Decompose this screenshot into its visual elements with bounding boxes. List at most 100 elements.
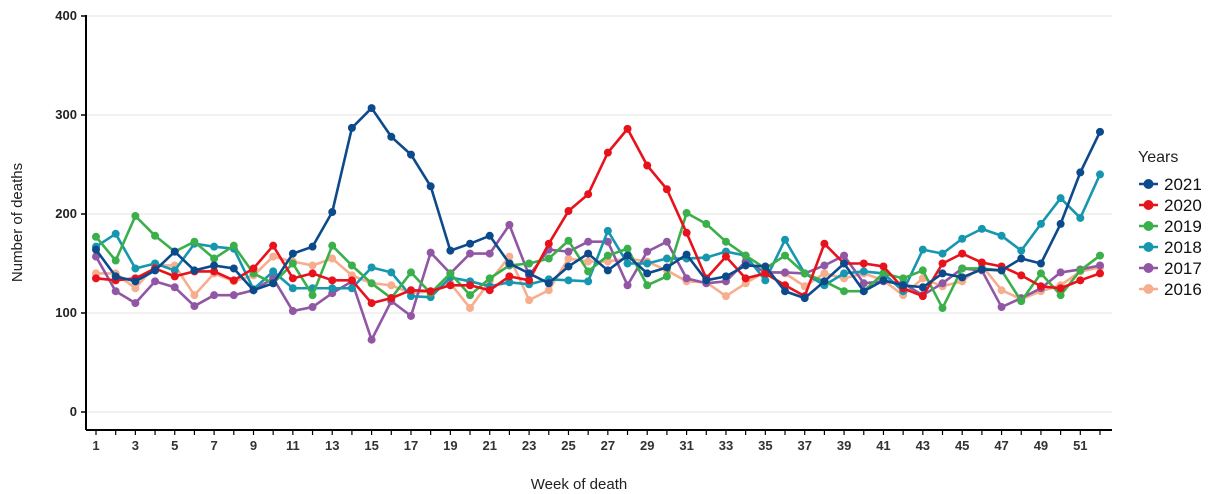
point-2021-week-48 (1017, 254, 1026, 263)
legend-swatch-dot-2019 (1143, 221, 1154, 231)
point-2021-week-8 (229, 264, 238, 273)
point-2016-week-23 (525, 296, 534, 305)
x-tick-label-15: 15 (364, 438, 378, 453)
point-2020-week-48 (1017, 271, 1026, 280)
point-2018-week-22 (505, 278, 514, 287)
point-2019-week-30 (662, 272, 671, 281)
point-2019-week-24 (544, 254, 553, 263)
point-2021-week-29 (643, 269, 652, 278)
point-2019-week-29 (643, 281, 652, 290)
point-2018-week-47 (997, 231, 1006, 240)
point-2020-week-27 (603, 148, 612, 157)
point-2020-week-24 (544, 239, 553, 248)
point-2017-week-1 (92, 252, 100, 261)
x-tick-label-17: 17 (404, 438, 418, 453)
point-2018-week-35 (761, 276, 770, 285)
point-2017-week-18 (426, 248, 435, 257)
point-2021-week-2 (111, 272, 120, 281)
point-2021-week-50 (1056, 219, 1065, 228)
point-2019-week-19 (446, 269, 455, 278)
point-2019-week-17 (406, 268, 415, 277)
point-2019-week-41 (879, 269, 888, 278)
x-tick-label-21: 21 (482, 438, 496, 453)
point-2021-week-21 (485, 231, 494, 240)
x-tick-label-19: 19 (443, 438, 457, 453)
x-tick-label-27: 27 (601, 438, 615, 453)
point-2021-week-38 (820, 277, 829, 286)
legend-item-2018: 2018 (1139, 238, 1202, 257)
legend-swatch-dot-2018 (1143, 242, 1154, 252)
point-2017-week-47 (997, 303, 1006, 312)
x-tick-label-35: 35 (758, 438, 772, 453)
point-2020-week-10 (269, 241, 278, 250)
point-2017-week-2 (111, 287, 120, 296)
point-2020-week-31 (682, 228, 691, 237)
point-2019-week-52 (1096, 251, 1104, 260)
point-2021-week-22 (505, 259, 514, 268)
point-2021-week-9 (249, 286, 258, 295)
point-2020-week-23 (525, 276, 534, 285)
x-tick-label-31: 31 (679, 438, 693, 453)
point-2018-week-51 (1076, 213, 1085, 222)
point-2017-week-25 (564, 247, 573, 256)
point-2019-week-36 (781, 251, 790, 260)
series-2017 (92, 220, 1104, 344)
point-2021-week-45 (958, 273, 967, 282)
point-2021-week-25 (564, 262, 573, 271)
point-2019-week-39 (840, 287, 849, 296)
point-2017-week-17 (406, 311, 415, 320)
point-2018-week-30 (662, 254, 671, 263)
point-2018-week-32 (702, 253, 711, 262)
series-line-2018 (95, 173, 1102, 299)
point-2020-week-19 (446, 281, 455, 290)
x-tick-label-3: 3 (132, 438, 139, 453)
x-tick-label-5: 5 (171, 438, 178, 453)
point-2021-week-12 (308, 242, 317, 251)
point-2019-week-31 (682, 209, 691, 218)
legend-label-2016: 2016 (1164, 280, 1202, 299)
point-2017-week-29 (643, 247, 652, 256)
legend-label-2021: 2021 (1164, 175, 1202, 194)
point-2019-week-48 (1017, 297, 1026, 306)
point-2021-week-17 (406, 150, 415, 159)
point-2021-week-3 (131, 277, 140, 286)
x-axis-title: Week of death (531, 476, 627, 493)
point-2020-week-30 (662, 185, 671, 194)
point-2020-week-15 (367, 299, 376, 308)
legend-label-2019: 2019 (1164, 217, 1202, 236)
x-tick-label-51: 51 (1073, 438, 1087, 453)
point-2020-week-7 (210, 267, 219, 276)
point-2018-week-14 (347, 284, 356, 293)
point-2020-week-26 (584, 190, 593, 199)
y-tick-label-100: 100 (55, 305, 77, 320)
point-2020-week-46 (977, 258, 986, 267)
legend-swatch-dot-2016 (1143, 284, 1154, 294)
point-2021-week-37 (800, 294, 809, 303)
point-2016-week-25 (564, 254, 573, 263)
point-2021-week-51 (1076, 168, 1085, 177)
legend-label-2018: 2018 (1164, 238, 1202, 257)
point-2016-week-47 (997, 286, 1006, 295)
point-2020-week-28 (623, 124, 632, 133)
series-2021 (92, 104, 1104, 303)
y-tick-label-0: 0 (70, 404, 77, 419)
point-2018-week-49 (1036, 219, 1045, 228)
point-2020-week-38 (820, 239, 829, 248)
point-2019-week-42 (899, 274, 908, 283)
x-tick-label-49: 49 (1034, 438, 1048, 453)
point-2018-week-10 (269, 267, 278, 276)
x-tick-label-47: 47 (994, 438, 1008, 453)
point-2020-week-17 (406, 286, 415, 295)
point-2019-week-21 (485, 274, 494, 283)
point-2017-week-20 (466, 249, 475, 258)
x-tick-label-25: 25 (561, 438, 575, 453)
point-2017-week-21 (485, 249, 494, 258)
point-2019-week-27 (603, 251, 612, 260)
point-2020-week-20 (466, 281, 475, 290)
grid-lines (86, 15, 1112, 413)
x-tick-label-29: 29 (640, 438, 654, 453)
point-2017-week-28 (623, 281, 632, 290)
point-2018-week-17 (406, 292, 415, 301)
point-2020-week-22 (505, 272, 514, 281)
point-2016-week-38 (820, 269, 829, 278)
